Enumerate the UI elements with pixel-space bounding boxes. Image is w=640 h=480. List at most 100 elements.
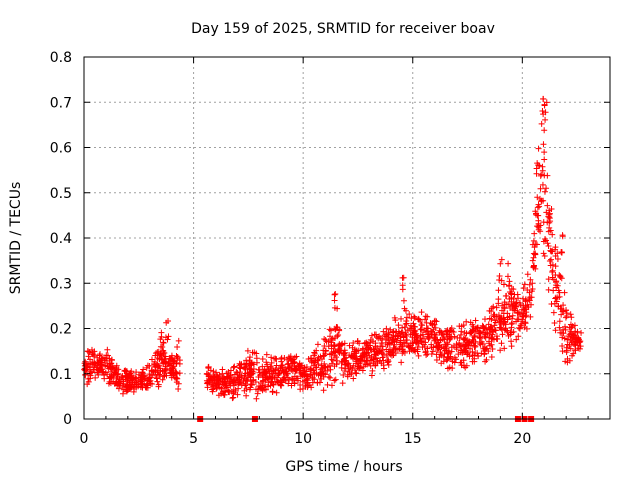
data-point xyxy=(130,383,137,390)
data-point xyxy=(106,374,113,381)
data-point xyxy=(173,379,180,386)
data-point xyxy=(279,379,286,386)
data-point xyxy=(373,355,380,362)
data-point xyxy=(359,346,366,353)
data-point xyxy=(225,374,232,381)
data-point xyxy=(552,246,559,253)
data-point xyxy=(261,386,268,393)
data-point xyxy=(97,357,104,364)
data-point xyxy=(546,258,553,265)
data-point xyxy=(436,341,443,348)
data-point xyxy=(530,250,537,257)
data-point xyxy=(114,371,121,378)
data-point xyxy=(370,360,377,367)
data-point xyxy=(284,374,291,381)
data-point xyxy=(393,337,400,344)
data-point xyxy=(481,316,488,323)
data-point xyxy=(514,316,521,323)
data-point xyxy=(410,320,417,327)
data-point xyxy=(415,316,422,323)
data-point xyxy=(572,347,579,354)
data-point xyxy=(563,344,570,351)
data-point xyxy=(504,273,511,280)
data-point xyxy=(421,344,428,351)
data-point xyxy=(453,346,460,353)
data-point xyxy=(570,332,577,339)
data-point xyxy=(314,379,321,386)
data-point xyxy=(552,263,559,270)
data-point xyxy=(361,353,368,360)
data-point xyxy=(160,347,167,354)
data-point xyxy=(318,356,325,363)
data-point xyxy=(505,260,512,267)
y-tick-label: 0.2 xyxy=(50,322,72,338)
data-point xyxy=(451,359,458,366)
data-point xyxy=(94,354,101,361)
data-point xyxy=(461,337,468,344)
data-point xyxy=(168,352,175,359)
data-point xyxy=(451,333,458,340)
y-tick-labels: 0 0.1 0.2 0.3 0.4 0.5 0.6 0.7 0.8 xyxy=(50,50,72,428)
data-point xyxy=(531,230,538,237)
data-point xyxy=(570,350,577,357)
data-point xyxy=(438,360,445,367)
data-point xyxy=(378,360,385,367)
data-point xyxy=(315,361,322,368)
data-point xyxy=(569,333,576,340)
data-point xyxy=(538,171,545,178)
data-point xyxy=(504,314,511,321)
data-point xyxy=(205,363,212,370)
data-point xyxy=(540,141,547,148)
data-point xyxy=(532,265,539,272)
data-point xyxy=(498,256,505,263)
data-point xyxy=(360,363,367,370)
data-point xyxy=(512,304,519,311)
data-point xyxy=(173,359,180,366)
data-point xyxy=(368,372,375,379)
data-point xyxy=(332,376,339,383)
data-point xyxy=(170,363,177,370)
data-point xyxy=(489,346,496,353)
data-point xyxy=(535,224,542,231)
data-point xyxy=(342,357,349,364)
data-point xyxy=(401,324,408,331)
data-point xyxy=(327,366,334,373)
data-point xyxy=(162,356,169,363)
data-point xyxy=(293,353,300,360)
data-point xyxy=(510,328,517,335)
data-point xyxy=(164,336,171,343)
data-point xyxy=(324,363,331,370)
data-point xyxy=(160,373,167,380)
data-point xyxy=(334,305,341,312)
data-point xyxy=(466,338,473,345)
data-point xyxy=(488,308,495,315)
data-point xyxy=(223,384,230,391)
data-point xyxy=(325,373,332,380)
data-point xyxy=(311,350,318,357)
data-point xyxy=(401,349,408,356)
data-point xyxy=(253,359,260,366)
data-point xyxy=(103,352,110,359)
data-point xyxy=(492,319,499,326)
data-point xyxy=(460,336,467,343)
data-point xyxy=(536,203,543,210)
data-point xyxy=(346,342,353,349)
x-tick-label: 5 xyxy=(189,431,198,447)
data-point xyxy=(549,269,556,276)
data-point xyxy=(160,339,167,346)
data-point xyxy=(283,368,290,375)
data-point xyxy=(372,340,379,347)
data-point xyxy=(129,376,136,383)
data-point xyxy=(508,298,515,305)
data-point xyxy=(157,343,164,350)
data-point xyxy=(314,357,321,364)
data-point xyxy=(125,373,132,380)
data-point xyxy=(243,392,250,399)
data-point xyxy=(540,95,547,102)
data-point xyxy=(438,330,445,337)
grid-lines xyxy=(84,57,610,419)
data-point xyxy=(120,376,127,383)
data-point xyxy=(508,324,515,331)
data-point xyxy=(446,364,453,371)
data-point xyxy=(509,320,516,327)
